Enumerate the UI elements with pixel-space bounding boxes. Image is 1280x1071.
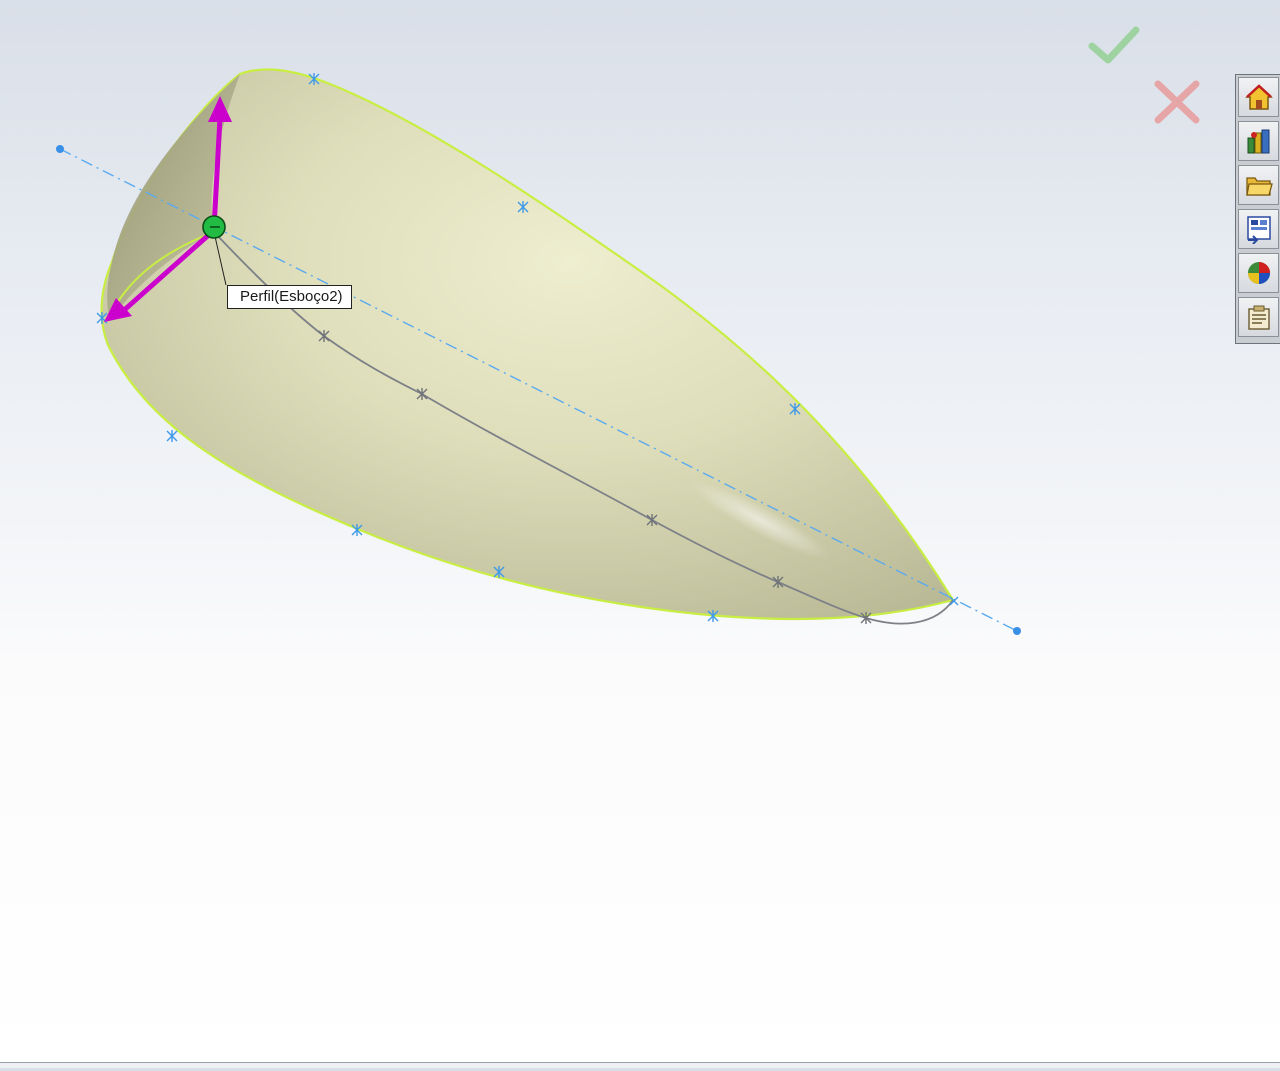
guide-point [860,612,872,624]
guide-points [318,330,872,624]
home-icon [1244,84,1273,110]
viewport-bottom-border [0,1062,1280,1068]
connector-handles[interactable] [104,96,232,322]
profile-callout-label[interactable]: Perfil(Esboço2) [227,285,352,309]
axis-endpoint[interactable] [56,145,64,153]
guide-point [416,388,428,400]
tab-view-palette[interactable] [1238,209,1279,249]
lofted-surface[interactable] [100,68,955,621]
file-explorer-folder-icon [1245,177,1273,196]
red-x-icon [1154,80,1200,124]
tab-appearances[interactable] [1238,253,1279,293]
spline-point [308,73,320,85]
tab-file-explorer[interactable] [1238,165,1279,205]
surface-opening [107,74,240,320]
spline-point [789,403,801,415]
spline-point [166,430,178,442]
toolbar-strip [0,0,1280,6]
guide-point [772,576,784,588]
callout-leader [213,231,227,286]
handle-arrow-down [104,298,132,322]
pivot-point[interactable] [202,215,226,239]
surface-highlight [689,480,831,560]
view-palette-icon [1246,216,1271,244]
appearances-icon [1247,262,1270,284]
custom-properties-icon [1247,305,1270,330]
design-library-icon [1247,129,1269,154]
spline-point [517,201,529,213]
spline-point [493,566,505,578]
tab-home[interactable] [1238,77,1279,117]
guide-point [646,514,658,526]
tab-design-library[interactable] [1238,121,1279,161]
green-checkmark-icon [1088,26,1140,64]
cancel-button[interactable] [1150,76,1204,126]
spline-point [351,524,363,536]
task-pane-tabs [1235,74,1280,344]
axis-endpoint[interactable] [1013,627,1021,635]
guide-point [318,330,330,342]
spline-point [949,596,959,606]
spline-points [96,73,959,622]
spline-point [707,610,719,622]
handle-arrow-up [208,96,232,122]
tab-custom-properties[interactable] [1238,297,1279,337]
confirm-button[interactable] [1086,20,1142,68]
